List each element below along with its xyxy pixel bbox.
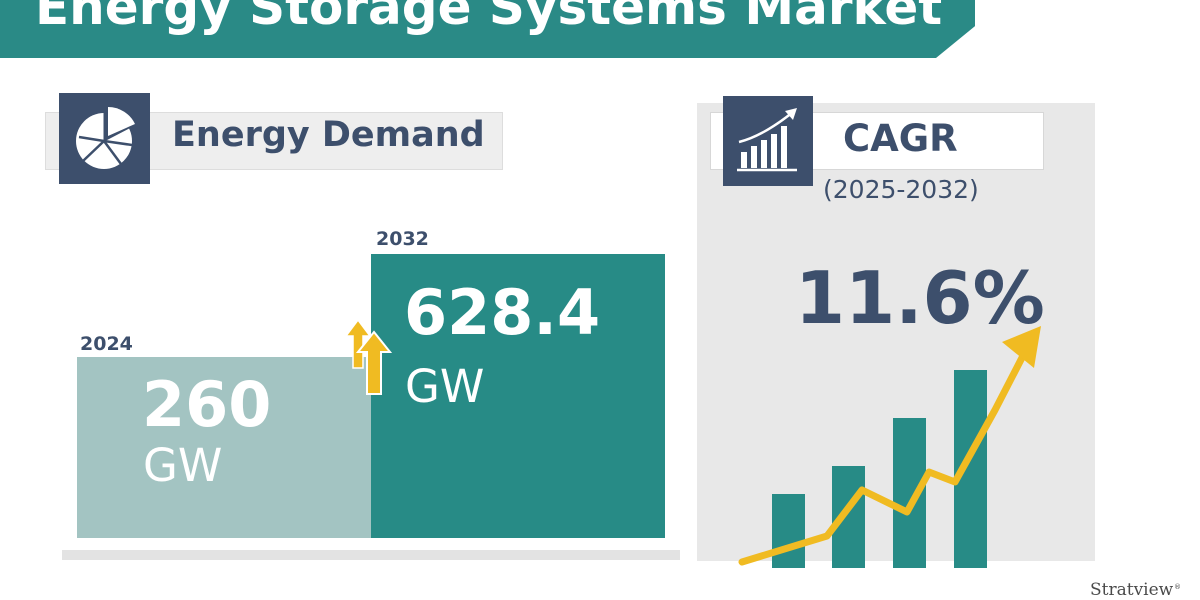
energy-demand-icon-box — [59, 93, 150, 184]
growth-bar — [772, 494, 805, 568]
page-title: Energy Storage Systems Market — [35, 0, 943, 36]
cagr-label: CAGR — [843, 117, 958, 160]
stratview-logo: Stratview — [1090, 580, 1174, 600]
bar-2024 — [77, 357, 372, 538]
bar-unit-2032: GW — [405, 360, 485, 413]
bar-floor-line — [62, 550, 680, 560]
bar-2032 — [371, 254, 665, 538]
growth-bar — [832, 466, 865, 568]
cagr-value: 11.6% — [795, 256, 1045, 340]
year-label-2024: 2024 — [80, 333, 133, 355]
growth-arrow-head — [1002, 326, 1041, 368]
up-arrow-icon — [344, 318, 393, 395]
year-label-2032: 2032 — [376, 228, 429, 250]
bar-unit-2024: GW — [143, 439, 223, 492]
cagr-icon-box — [723, 96, 813, 186]
bar-value-2024: 260 — [142, 368, 272, 441]
bar-chart-growth-icon — [737, 108, 797, 172]
logo-registered-mark: ® — [1174, 583, 1181, 591]
title-banner — [0, 0, 975, 58]
cagr-period: (2025-2032) — [823, 175, 979, 204]
growth-arrow-line — [738, 344, 1031, 566]
growth-illustration — [738, 326, 1041, 568]
pie-chart-icon — [76, 107, 135, 169]
bar-value-2032: 628.4 — [404, 276, 601, 349]
energy-demand-label: Energy Demand — [172, 115, 485, 155]
